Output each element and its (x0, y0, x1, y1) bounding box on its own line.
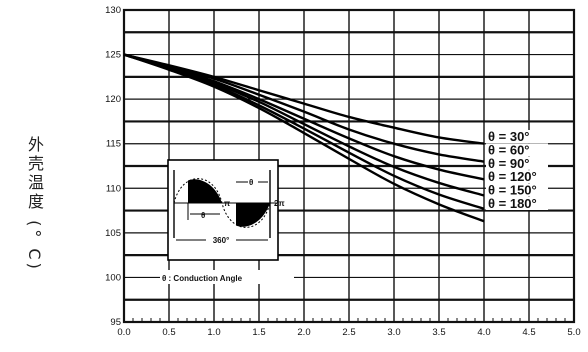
negative-conduction-area (236, 203, 270, 227)
series-label: θ = 120° (488, 169, 537, 184)
y-tick-label: 100 (105, 272, 121, 283)
y-axis-title-wrap: 外壳温度 (° C) (14, 104, 54, 304)
y-tick-label: 110 (106, 183, 121, 194)
series-label: θ = 150° (488, 183, 537, 198)
conduction-angle-inset: θ θ π 2π 360° (167, 159, 285, 261)
theta-symbol: θ (201, 211, 205, 220)
series-label-bg (486, 170, 548, 184)
x-tick-label: 0.5 (162, 327, 175, 338)
x-tick-label: 4.5 (522, 327, 535, 338)
x-tick-label: 1.0 (207, 327, 220, 338)
theta-symbol: θ (249, 178, 253, 187)
series-label-bg (486, 197, 548, 210)
y-tick-label: 95 (110, 317, 121, 328)
pi-label: π (224, 199, 230, 208)
y-tick-label: 115 (106, 139, 121, 150)
theta-symbol-bg (248, 174, 258, 186)
positive-conduction-area (188, 179, 222, 203)
series-label-bg (486, 130, 548, 143)
series-label-bg (486, 143, 548, 157)
y-axis-title: 外壳温度 (° C) (25, 136, 44, 272)
x-tick-label: 1.5 (252, 327, 265, 338)
series-line (123, 53, 485, 223)
series-label-bg (486, 156, 548, 170)
x-tick-label: 4.0 (477, 327, 490, 338)
period-label-bg (206, 233, 236, 245)
inset-caption: θ : Conduction Angle (162, 274, 243, 283)
x-tick-label: 0.0 (117, 327, 130, 338)
y-tick-label: 125 (105, 50, 121, 61)
series-label: θ = 60° (488, 142, 530, 157)
y-tick-label: 130 (105, 5, 121, 16)
series-label: θ = 180° (488, 196, 537, 211)
series-line (123, 53, 485, 163)
period-label: 360° (213, 236, 230, 245)
y-tick-label: 120 (105, 94, 121, 105)
series-label-bg (486, 183, 548, 197)
inset-caption-bg (160, 270, 294, 284)
x-tick-label: 2.0 (297, 327, 310, 338)
series-label: θ = 90° (488, 156, 530, 171)
x-tick-label: 2.5 (342, 327, 355, 338)
two-pi-label: 2π (274, 199, 285, 208)
x-tick-label: 3.0 (387, 327, 400, 338)
x-tick-label: 5.0 (567, 327, 580, 338)
y-tick-label: 105 (105, 228, 121, 239)
x-tick-label: 3.5 (432, 327, 445, 338)
series-label: θ = 30° (488, 129, 530, 144)
